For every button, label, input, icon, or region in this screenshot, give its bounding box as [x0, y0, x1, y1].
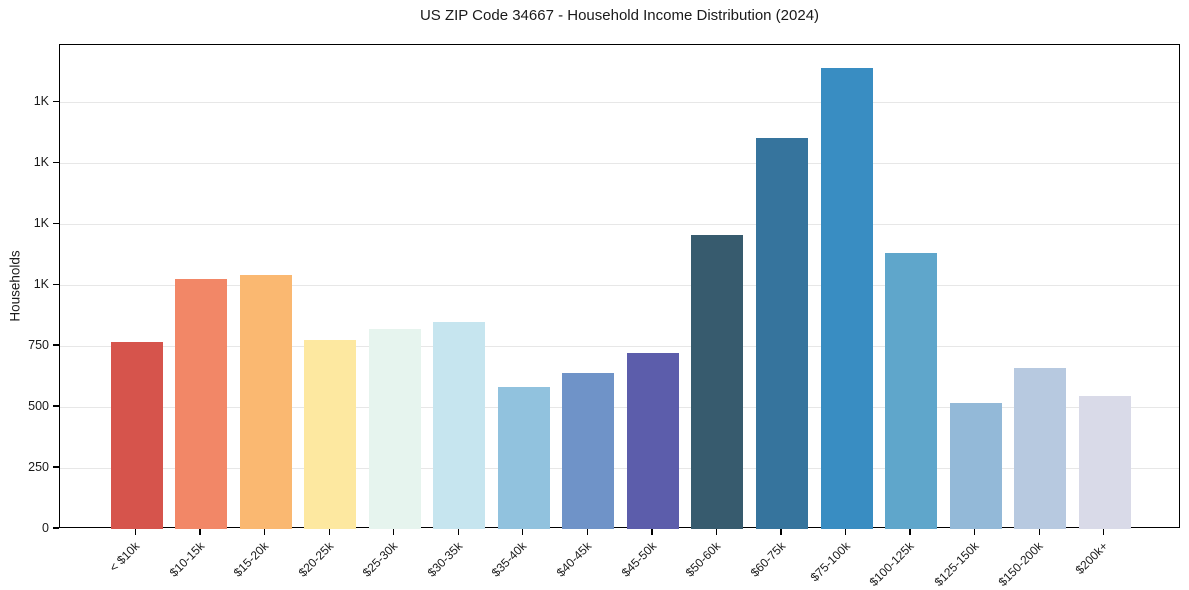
x-tick-mark: [1103, 529, 1105, 535]
x-tick-mark: [715, 529, 718, 535]
gridline: [60, 467, 1179, 469]
x-tick-label: $50-60k: [682, 539, 724, 580]
x-tick-label: $125-150k: [931, 539, 982, 590]
x-tick-mark: [522, 529, 524, 535]
y-axis-label: Households: [7, 250, 23, 322]
x-tick-label: $75-100k: [807, 539, 853, 585]
bar-30-35k: [433, 321, 486, 529]
y-tick-mark: [53, 161, 59, 163]
x-tick-label: $150-200k: [996, 539, 1047, 590]
y-tick-label: 1K: [33, 94, 49, 109]
bar-40-45k: [562, 372, 615, 529]
x-tick-label: $20-25k: [295, 539, 337, 580]
bar-125-150k: [949, 402, 1002, 529]
y-tick-label: 750: [28, 338, 49, 353]
x-tick-label: < $10k: [106, 539, 143, 575]
gridline: [60, 284, 1179, 286]
y-tick-label: 250: [28, 460, 49, 475]
x-tick-label: $60-75k: [747, 539, 788, 580]
gridline: [60, 223, 1179, 225]
x-tick-label: $30-35k: [424, 539, 466, 580]
bar-150-200k: [1014, 368, 1067, 529]
bar-20-25k: [304, 340, 357, 529]
x-tick-mark: [586, 529, 588, 535]
bar-45-50k: [626, 353, 679, 529]
y-tick-label: 1K: [33, 155, 49, 170]
y-tick-label: 1K: [33, 216, 49, 231]
bar-200k: [1078, 396, 1131, 529]
x-tick-label: $25-30k: [360, 539, 401, 580]
bar-100-125k: [885, 253, 938, 529]
x-tick-mark: [199, 529, 201, 535]
bar-75-100k: [820, 68, 873, 529]
y-tick-mark: [53, 222, 59, 224]
y-tick-label: 0: [42, 521, 49, 535]
x-tick-label: $45-50k: [618, 539, 659, 580]
x-tick-mark: [651, 529, 653, 535]
bar-15-20k: [239, 275, 292, 529]
x-tick-mark: [134, 529, 137, 535]
y-tick-label: 500: [28, 399, 49, 414]
x-tick-label: $100-125k: [866, 539, 917, 590]
y-tick-mark: [53, 527, 59, 529]
y-tick-mark: [53, 405, 59, 407]
gridline: [60, 406, 1179, 408]
bar-50-60k: [691, 235, 744, 529]
plot-area: [59, 44, 1180, 529]
x-tick-mark: [844, 529, 847, 535]
gridline: [60, 101, 1179, 103]
bar-25-30k: [368, 329, 421, 529]
x-tick-mark: [780, 529, 782, 535]
bar-60-75k: [756, 137, 808, 529]
x-tick-mark: [974, 529, 976, 535]
gridline: [60, 162, 1179, 164]
x-tick-label: $40-45k: [553, 539, 595, 580]
y-tick-mark: [53, 283, 59, 285]
x-tick-label: $35-40k: [489, 539, 530, 580]
y-tick-mark: [53, 344, 59, 346]
bar-35-40k: [497, 387, 550, 529]
x-tick-label: $10-15k: [166, 539, 207, 580]
bar-10k: [110, 342, 163, 529]
x-tick-mark: [909, 529, 911, 535]
x-tick-mark: [1038, 529, 1040, 535]
x-tick-label: $200k+: [1072, 539, 1111, 577]
x-tick-mark: [393, 529, 395, 535]
y-tick-mark: [53, 100, 59, 102]
y-tick-label: 1K: [33, 277, 49, 292]
x-tick-mark: [263, 529, 266, 535]
bar-10-15k: [175, 279, 228, 529]
y-tick-mark: [53, 466, 59, 468]
x-tick-label: $15-20k: [230, 539, 272, 580]
x-tick-mark: [328, 529, 330, 535]
chart-title: US ZIP Code 34667 - Household Income Dis…: [419, 7, 820, 24]
gridline: [60, 345, 1179, 347]
x-tick-mark: [457, 529, 459, 535]
